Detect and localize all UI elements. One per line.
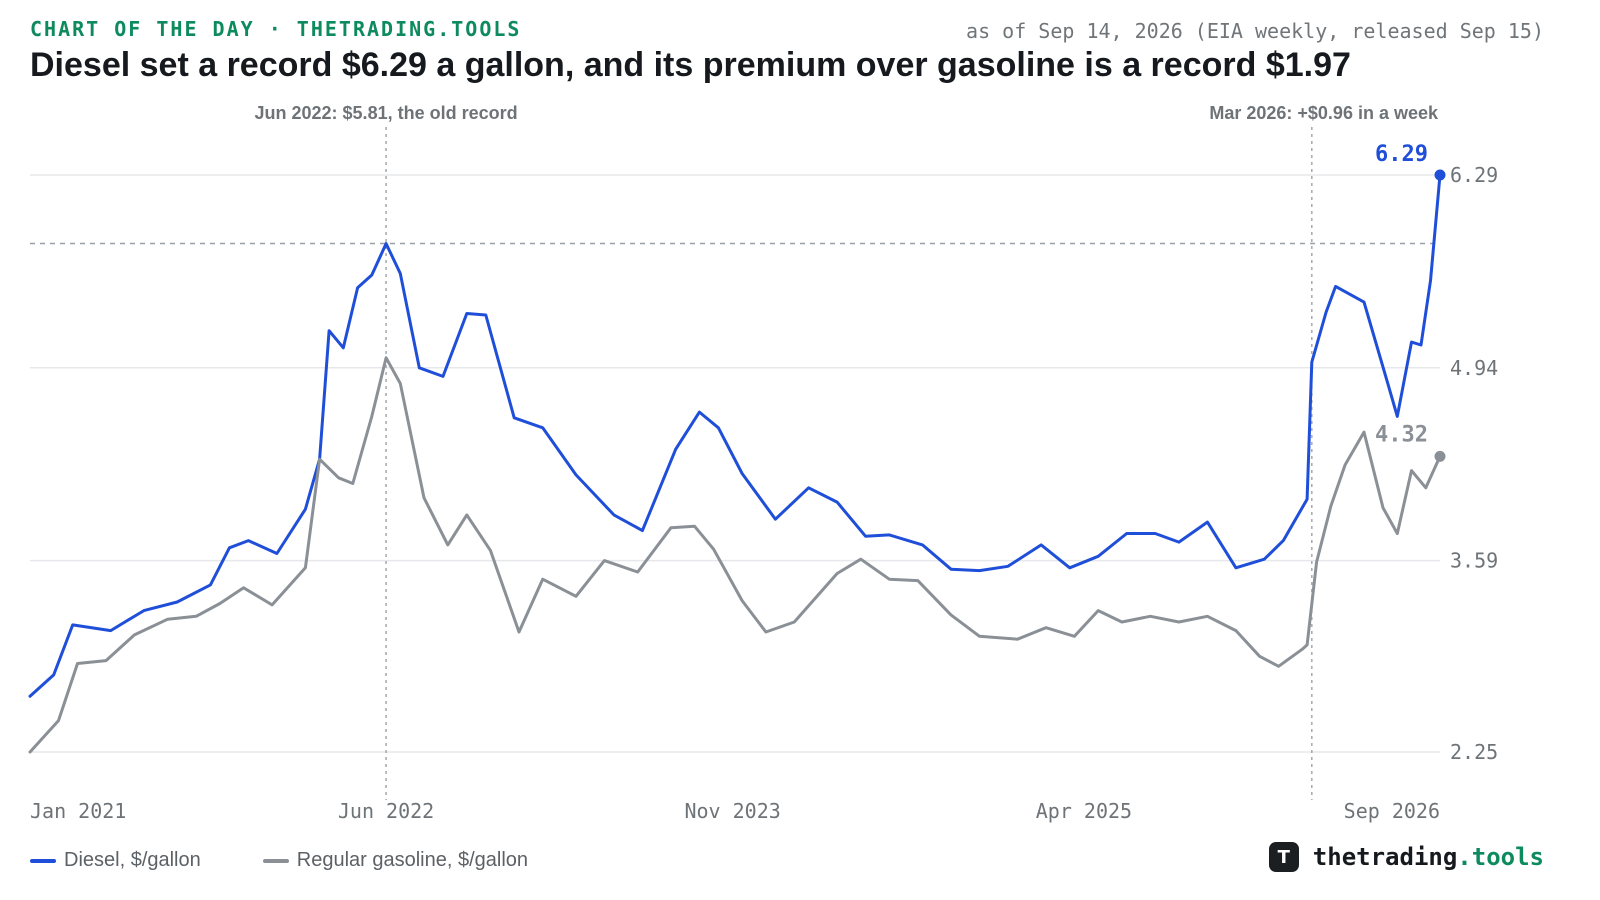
brand-tld: .tools <box>1457 843 1544 871</box>
y-tick-label: 3.59 <box>1450 549 1498 573</box>
x-tick-label: Jan 2021 <box>30 799 126 823</box>
legend-item-diesel: Diesel, $/gallon <box>30 849 201 872</box>
end-point-gasoline <box>1434 450 1446 462</box>
series-line-gasoline <box>28 356 1442 754</box>
kicker: CHART OF THE DAY · THETRADING.TOOLS <box>30 17 522 41</box>
legend-label-diesel: Diesel, $/gallon <box>64 849 201 871</box>
chart-title: Diesel set a record $6.29 a gallon, and … <box>30 46 1351 84</box>
y-tick-label: 4.94 <box>1450 356 1498 380</box>
x-tick-label: Jun 2022 <box>338 799 434 823</box>
legend-label-gasoline: Regular gasoline, $/gallon <box>296 849 529 871</box>
legend-swatch-gasoline <box>262 858 289 863</box>
grid-layer <box>30 174 1440 753</box>
legend-swatch-diesel <box>30 858 56 863</box>
brand-logo[interactable]: T thetrading .tools <box>1268 842 1544 872</box>
y-tick-label: 2.25 <box>1450 740 1498 764</box>
x-tick-label: Sep 2026 <box>1344 799 1440 823</box>
y-tick-label: 6.29 <box>1450 163 1498 187</box>
x-tick-label: Nov 2023 <box>684 799 780 823</box>
series-line-diesel <box>28 173 1442 698</box>
annotation-label: Mar 2026: +$0.96 in a week <box>1209 103 1439 123</box>
brand-mark-icon: T <box>1268 842 1299 872</box>
legend-item-gasoline: Regular gasoline, $/gallon <box>262 849 529 872</box>
annotation-label: Jun 2022: $5.81, the old record <box>255 103 518 123</box>
reference-layer <box>30 127 1440 800</box>
brand-name: thetrading <box>1312 843 1458 871</box>
end-label-diesel: 6.29 <box>1375 142 1428 167</box>
end-label-gasoline: 4.32 <box>1375 422 1428 447</box>
x-tick-label: Apr 2025 <box>1036 799 1132 823</box>
as-of-note: as of Sep 14, 2026 (EIA weekly, released… <box>966 19 1544 43</box>
series-layer <box>28 169 1446 754</box>
label-layer: 2.25 3.59 4.94 6.29 Jan 2021 Jun 2022 Nov 2023… <box>30 103 1498 823</box>
legend: Diesel, $/gallon Regular gasoline, $/gal… <box>30 849 528 872</box>
end-point-diesel <box>1434 169 1446 181</box>
